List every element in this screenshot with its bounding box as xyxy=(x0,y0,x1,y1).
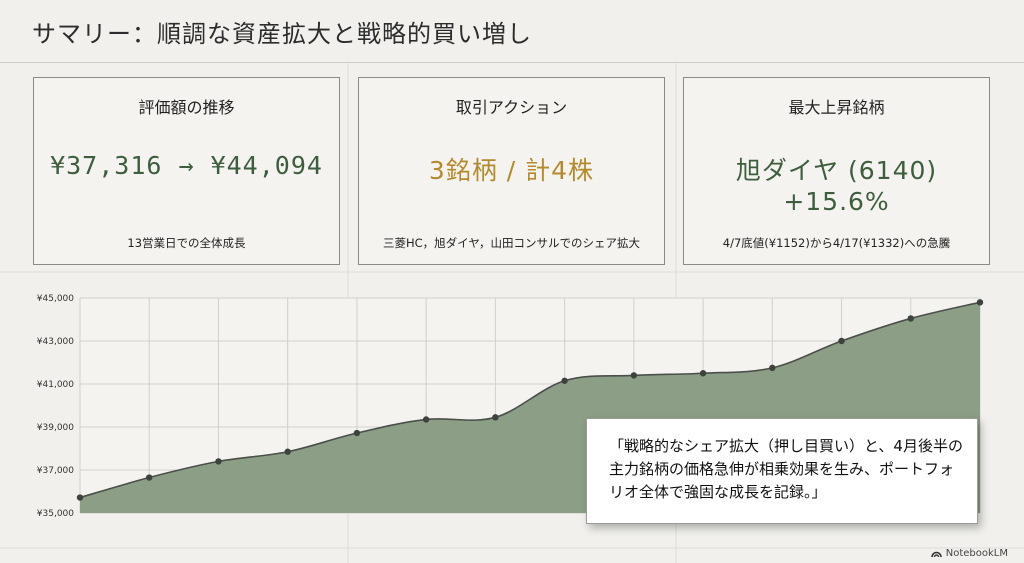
notebooklm-logo-icon xyxy=(930,551,942,557)
card-value: 旭ダイヤ (6140) +15.6% xyxy=(735,156,938,216)
card-heading: 評価額の推移 xyxy=(138,98,235,117)
y-tick-label: ¥45,000 xyxy=(37,294,74,304)
data-point xyxy=(630,372,638,379)
brand-label: NotebookLM xyxy=(945,548,1008,559)
y-tick-label: ¥39,000 xyxy=(37,423,74,433)
chart-series-line xyxy=(79,301,981,499)
chart-points xyxy=(76,299,984,501)
y-tick-label: ¥43,000 xyxy=(37,337,74,347)
y-tick-label: ¥35,000 xyxy=(37,509,74,519)
y-tick-label: ¥37,000 xyxy=(37,466,74,476)
insight-callout: 「戦略的なシェア拡大（押し目買い）と、4月後半の主力銘柄の価格急伸が相乗効果を生… xyxy=(586,418,978,524)
brand-mark: NotebookLM xyxy=(930,548,1008,559)
card-value: 3銘柄 / 計4株 xyxy=(428,156,595,185)
page-title: サマリー：順調な資産拡大と戦略的買い増し xyxy=(32,20,532,48)
data-point xyxy=(838,337,845,345)
card-caption: 三菱HC，旭ダイヤ，山田コンサルでのシェア拡大 xyxy=(382,236,641,250)
card-heading: 取引アクション xyxy=(455,98,568,117)
data-point xyxy=(215,458,222,465)
card-top-gainer: 最大上昇銘柄 旭ダイヤ (6140) +15.6% 4/7底値(¥1152)から… xyxy=(683,77,990,265)
data-point xyxy=(769,364,776,372)
card-value: ¥37,316 → ¥44,094 xyxy=(50,151,323,180)
data-point xyxy=(76,494,84,501)
card-caption: 4/7底値(¥1152)から4/17(¥1332)への急騰 xyxy=(722,236,951,250)
valuation-area-chart: ¥35,000 ¥37,000 ¥39,000 ¥41,000 ¥43,000 ¥45,0… xyxy=(37,294,984,519)
data-point xyxy=(146,474,153,481)
card-trading-actions: 取引アクション 3銘柄 / 計4株 三菱HC，旭ダイヤ，山田コンサルでのシェア拡… xyxy=(358,77,665,265)
data-point xyxy=(422,416,430,423)
data-point xyxy=(353,429,361,437)
callout-text: 「戦略的なシェア拡大（押し目買い）と、4月後半の主力銘柄の価格急伸が相乗効果を生… xyxy=(609,437,963,501)
y-tick-label: ¥41,000 xyxy=(37,380,74,390)
data-point xyxy=(492,414,499,421)
data-point xyxy=(907,315,914,322)
data-point xyxy=(284,448,291,455)
chart-y-axis: ¥35,000 ¥37,000 ¥39,000 ¥41,000 ¥43,000 ¥45,0… xyxy=(37,294,74,519)
card-heading: 最大上昇銘柄 xyxy=(788,98,885,117)
card-caption: 13営業日での全体成長 xyxy=(127,236,246,250)
title-divider xyxy=(0,62,1024,63)
data-point xyxy=(976,299,984,306)
data-point xyxy=(561,377,568,384)
data-point xyxy=(699,370,707,377)
card-valuation-trend: 評価額の推移 ¥37,316 → ¥44,094 13営業日での全体成長 xyxy=(33,77,340,265)
